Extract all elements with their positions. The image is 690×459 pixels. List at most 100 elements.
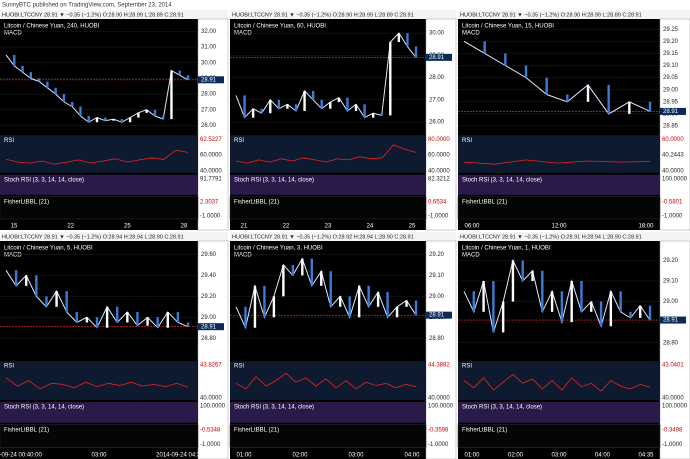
fisher-axis-label: -0.5801 (662, 199, 683, 205)
axis-area (197, 240, 229, 459)
candle (397, 33, 401, 43)
rsi-axis-label: 62.5227 (200, 137, 222, 143)
fisher-label: FisherLtBBL (21) (462, 427, 507, 433)
candle (521, 260, 524, 282)
candle (186, 75, 190, 80)
rsi-axis-label: 60.0000 (428, 153, 450, 159)
y-tick-label: 28.00 (201, 92, 217, 98)
candle (337, 97, 341, 103)
x-tick-label: 03:00 (91, 453, 107, 459)
x-tick-label: 28 (181, 224, 188, 230)
fisher-pane (229, 196, 427, 220)
y-tick-label: 29.05 (663, 75, 679, 81)
candle (599, 301, 603, 327)
rsi-axis-label: 40.0000 (428, 396, 450, 402)
last-price-label: 28.91 (663, 109, 679, 115)
y-tick-label: 29.40 (201, 273, 217, 279)
rsi-label: RSI (4, 138, 14, 144)
last-price-tag (198, 76, 224, 84)
symbol-text: HUOBI:LTCCNY 28.91 ▼ −0.35 (−1.2%) O:28.… (460, 12, 642, 18)
candle (310, 258, 313, 286)
candle (380, 113, 383, 116)
candle (116, 306, 119, 323)
candle (176, 312, 180, 323)
candle (243, 95, 246, 118)
rsi-pane (0, 135, 198, 173)
macd-label: MACD (462, 31, 480, 37)
candle (14, 270, 18, 286)
rsi-axis-label: 40.0000 (200, 396, 222, 402)
macd-label: MACD (462, 253, 480, 259)
stoch-axis-label: 100.0000 (428, 404, 454, 410)
x-tick-label: 04:00 (404, 453, 420, 459)
rsi-label: RSI (4, 364, 14, 370)
last-price-tag (426, 53, 452, 61)
macd-label: MACD (234, 253, 252, 259)
x-tick-label: 2014-09-24 00:40:00 (0, 453, 43, 459)
candle (75, 312, 78, 323)
candle (560, 291, 564, 323)
price-line (235, 32, 417, 119)
panel-title: Litcoin / Chinese Yuan, 240, HUOBI (4, 24, 100, 30)
candle (272, 296, 276, 318)
candle (65, 291, 68, 313)
candle (62, 94, 66, 102)
candle (126, 312, 129, 323)
rsi-pane (458, 361, 660, 400)
y-tick-label: 27.00 (429, 97, 445, 103)
candle (639, 305, 642, 319)
candle (166, 312, 169, 328)
symbol-bar (458, 232, 690, 241)
candle (29, 72, 33, 79)
candle (269, 99, 272, 114)
candle (511, 260, 515, 302)
candle (367, 285, 370, 307)
candle (21, 65, 24, 73)
stoch-pane (0, 401, 198, 423)
fisher-pane (457, 196, 661, 220)
x-tick-label: 01:00 (236, 453, 252, 459)
candle (348, 296, 351, 318)
rsi-line (5, 149, 189, 165)
candle (145, 109, 148, 113)
y-tick-label: 29.25 (663, 27, 679, 33)
last-price-tag (198, 323, 224, 331)
candle (45, 296, 48, 307)
stoch-axis-label: 28.7987 (662, 411, 684, 417)
rsi-line (235, 372, 417, 390)
symbol-bar (458, 10, 690, 19)
fisher-axis-label: -1.0000 (200, 214, 221, 220)
fisher-axis-label: -1.0000 (662, 214, 683, 220)
candle (85, 317, 89, 323)
candle (13, 54, 16, 66)
candle (79, 106, 82, 116)
candle (136, 312, 139, 326)
candle (161, 115, 165, 120)
fisher-axis-label: 2.3037 (200, 199, 219, 205)
stoch-pane (458, 174, 660, 195)
rsi-pane (0, 361, 198, 400)
x-tick-label: 22 (283, 224, 290, 230)
fisher-label: FisherLtBBL (21) (234, 427, 279, 433)
fisher-axis-label: -0.3498 (662, 427, 683, 433)
last-price-label: 28.91 (201, 324, 217, 330)
rsi-axis-label: 43.8267 (200, 363, 222, 369)
last-price-tag (660, 107, 686, 115)
candle (386, 292, 389, 318)
price-line (463, 258, 651, 333)
macd-label: MACD (234, 31, 252, 37)
symbol-text: HUOBI:LTCCNY 28.91 ▼ −0.35 (−1.2%) O:28.… (232, 12, 414, 18)
stoch-axis-label: 91.7791 (200, 176, 222, 182)
rsi-label: RSI (462, 138, 472, 144)
y-tick-label: 31.00 (201, 45, 217, 51)
candle (320, 271, 323, 286)
x-tick-label: 24 (367, 224, 374, 230)
price-line (5, 54, 189, 123)
y-tick-label: 28.80 (663, 340, 679, 346)
last-price-label: 28.91 (663, 318, 679, 324)
rsi-line (463, 159, 651, 165)
last-price-tag (426, 311, 452, 319)
symbol-text: HUOBI:LTCCNY 28.91 ▼ −0.35 (−1.2%) O:28.… (2, 12, 184, 18)
last-price-tag (660, 316, 686, 324)
x-tick-label: 02:00 (292, 453, 308, 459)
